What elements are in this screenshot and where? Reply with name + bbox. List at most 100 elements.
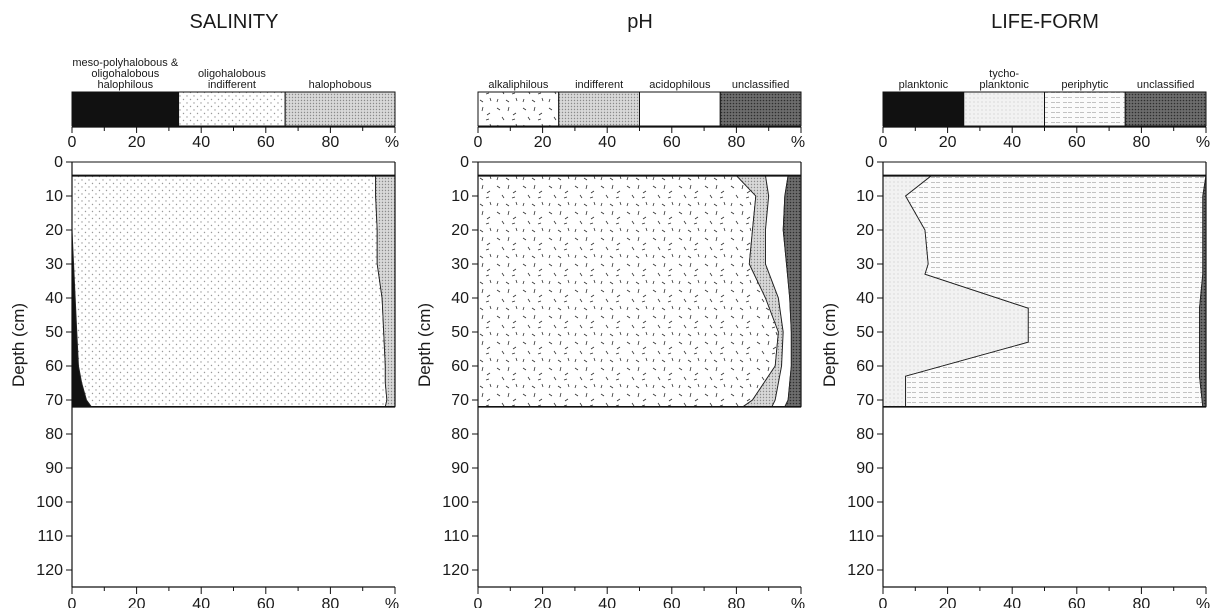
x-axis-tick-label: 80 [322,596,340,608]
y-axis-tick-label: 50 [451,324,469,341]
legend-label: alkaliphilous [488,79,548,91]
x-axis-unit: % [791,596,805,608]
legend-label: oligohalobous [198,68,266,80]
y-axis-tick-label: 30 [856,256,874,273]
x-axis-tick-label: 60 [257,596,275,608]
x-axis-tick-label: 20 [128,596,146,608]
panel-title: pH [627,11,653,33]
area-series-2 [71,175,388,408]
legend-label: planktonic [899,79,949,91]
legend-label: periphytic [1061,79,1109,91]
legend: alkaliphilous indifferent acidophilous uncl… [477,79,802,127]
x-axis-tick-label: 40 [598,596,616,608]
y-axis: 0 10 20 30 40 50 60 70 80 90 100 110 120 [36,154,73,587]
legend-swatch-3 [1044,91,1126,127]
x-axis-tick-label: 20 [939,596,957,608]
panel-title: LIFE-FORM [991,11,1099,33]
y-axis: 0 10 20 30 40 50 60 70 80 90 100 110 120 [847,154,884,587]
legend-label: unclassified [732,79,789,91]
legend-label: halophilous [97,79,153,91]
legend-swatch-4 [1124,91,1207,127]
y-axis-tick-label: 100 [36,494,63,511]
legend-axis: 0 20 40 60 80% [68,126,399,151]
y-axis-tick-label: 100 [847,494,874,511]
plot-area [71,161,396,408]
legend-swatch-1 [477,91,560,127]
y-axis-tick-label: 30 [451,256,469,273]
x-axis-tick-label: 40 [192,596,210,608]
y-axis-tick-label: 20 [856,222,874,239]
y-axis-tick-label: 100 [442,494,469,511]
area-series-1 [477,175,779,408]
legend-axis-tick-label: 80 [1133,134,1151,151]
x-axis: 0 20 40 60 80% [68,586,399,608]
y-axis-tick-label: 10 [45,188,63,205]
panel-ph: pH alkaliphilous indifferent acidophilous u… [415,11,805,608]
y-axis-tick-label: 110 [443,528,469,545]
x-axis-tick-label: 40 [1003,596,1021,608]
y-axis-label: Depth (cm) [9,303,28,387]
y-axis: 0 10 20 30 40 50 60 70 80 90 100 110 120 [442,154,479,587]
y-axis-tick-label: 10 [856,188,874,205]
x-axis-tick-label: 0 [68,596,77,608]
legend-axis-unit: % [791,134,805,151]
legend-label: meso-polyhalobous & [72,57,178,69]
legend-axis-tick-label: 40 [1003,134,1021,151]
y-axis-tick-label: 120 [847,562,874,579]
y-axis-tick-label: 40 [45,290,63,307]
x-axis-unit: % [1196,596,1210,608]
plot-area [882,161,1207,408]
x-axis-unit: % [385,596,399,608]
y-axis-tick-label: 80 [451,426,469,443]
y-axis-tick-label: 10 [451,188,469,205]
x-axis: 0 20 40 60 80% [879,586,1210,608]
y-axis-tick-label: 70 [45,392,63,409]
y-axis-tick-label: 60 [45,358,63,375]
y-axis-tick-label: 0 [460,154,469,171]
y-axis-tick-label: 110 [848,528,874,545]
legend-label: acidophilous [649,79,711,91]
y-axis-tick-label: 30 [45,256,63,273]
legend-axis-tick-label: 80 [322,134,340,151]
legend-swatch-3 [284,91,396,127]
legend-label: indifferent [208,79,256,91]
y-axis-tick-label: 20 [45,222,63,239]
y-axis-tick-label: 60 [451,358,469,375]
legend-axis-tick-label: 20 [534,134,552,151]
legend-axis-tick-label: 80 [728,134,746,151]
legend-swatch-2 [963,91,1045,127]
legend-axis-unit: % [385,134,399,151]
legend-axis-unit: % [1196,134,1210,151]
legend-axis-tick-label: 40 [192,134,210,151]
legend-axis: 0 20 40 60 80% [474,126,805,151]
x-axis-tick-label: 20 [534,596,552,608]
legend-swatch-1 [71,91,180,127]
x-axis-tick-label: 80 [1133,596,1151,608]
y-axis-tick-label: 0 [54,154,63,171]
legend-swatch-4 [719,91,802,127]
legend-axis-tick-label: 60 [1068,134,1086,151]
plot-area [477,161,802,408]
panel-title: SALINITY [190,11,279,33]
legend-axis-tick-label: 60 [663,134,681,151]
legend-label: planktonic [979,79,1029,91]
y-axis-tick-label: 20 [451,222,469,239]
legend-swatch-3 [639,91,721,127]
y-axis-tick-label: 0 [865,154,874,171]
legend-axis: 0 20 40 60 80% [879,126,1210,151]
legend: meso-polyhalobous &oligohaloboushalophil… [71,57,396,127]
y-axis-label: Depth (cm) [415,303,434,387]
y-axis-tick-label: 40 [856,290,874,307]
legend-label: indifferent [575,79,623,91]
y-axis-tick-label: 60 [856,358,874,375]
y-axis-tick-label: 110 [37,528,63,545]
legend-label: tycho- [989,68,1019,80]
legend-label: halophobous [309,79,373,91]
legend-axis-tick-label: 20 [939,134,957,151]
y-axis-tick-label: 90 [45,460,63,477]
legend-axis-tick-label: 0 [68,134,77,151]
y-axis-tick-label: 90 [856,460,874,477]
legend-label: oligohalobous [91,68,159,80]
